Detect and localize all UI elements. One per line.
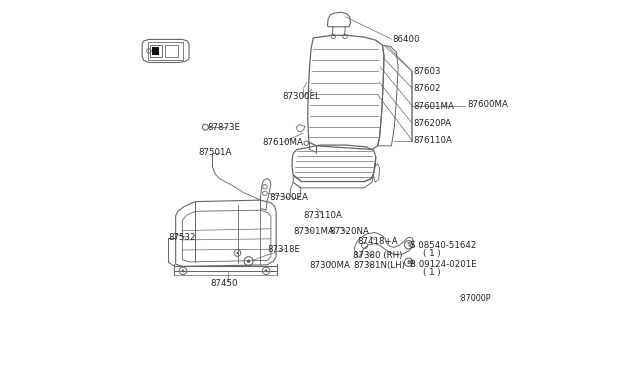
Text: B: B: [406, 260, 411, 265]
Circle shape: [246, 259, 250, 263]
Bar: [164, 45, 177, 57]
Circle shape: [236, 252, 239, 254]
Text: 87450: 87450: [211, 279, 238, 288]
Text: 87600MA: 87600MA: [467, 100, 508, 109]
Circle shape: [264, 269, 268, 272]
Text: 87380 (RH): 87380 (RH): [353, 251, 403, 260]
Text: 87602: 87602: [413, 84, 440, 93]
Text: 87300MA: 87300MA: [310, 262, 351, 270]
Text: S 08540-51642: S 08540-51642: [410, 241, 476, 250]
Text: 87610MA: 87610MA: [262, 138, 303, 147]
Bar: [148, 42, 184, 60]
Text: 87381N(LH): 87381N(LH): [353, 262, 405, 270]
Bar: [152, 47, 159, 55]
Text: ( 1 ): ( 1 ): [424, 249, 441, 258]
Text: 87318E: 87318E: [267, 245, 300, 254]
Text: 876110A: 876110A: [413, 136, 452, 145]
Text: 873110A: 873110A: [303, 211, 342, 219]
Text: 87501A: 87501A: [198, 148, 232, 157]
Text: ( 1 ): ( 1 ): [424, 268, 441, 277]
Text: B 09124-0201E: B 09124-0201E: [410, 260, 477, 269]
Text: 87603: 87603: [413, 67, 440, 76]
Text: 87320NA: 87320NA: [329, 227, 369, 236]
Text: 87418+A: 87418+A: [357, 237, 398, 246]
Text: 86400: 86400: [392, 35, 420, 44]
Text: 87873E: 87873E: [207, 123, 241, 132]
Text: 87301MA: 87301MA: [293, 227, 334, 236]
Text: 87300EL: 87300EL: [282, 92, 320, 101]
Text: 87300EA: 87300EA: [270, 193, 308, 202]
Text: S: S: [406, 242, 411, 247]
Bar: [150, 45, 161, 57]
Text: 87620PA: 87620PA: [413, 119, 451, 128]
Circle shape: [182, 269, 184, 272]
Text: :87000P: :87000P: [458, 294, 490, 303]
Text: 87532: 87532: [168, 233, 196, 242]
Text: 87601MA: 87601MA: [413, 102, 454, 110]
